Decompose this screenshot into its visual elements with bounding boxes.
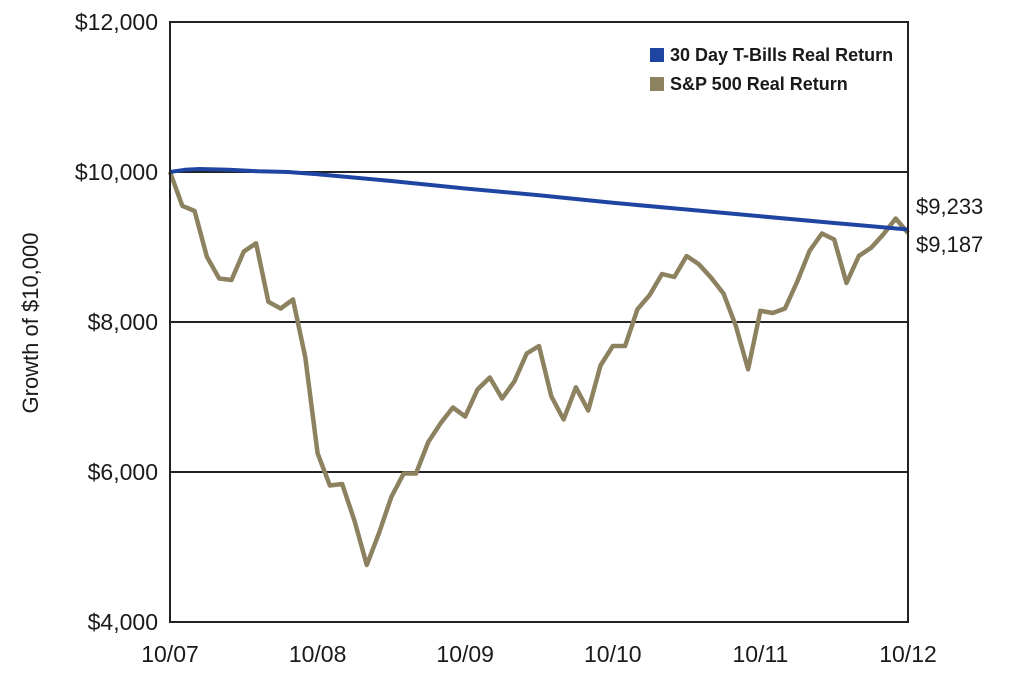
x-tick-label: 10/11: [732, 641, 788, 667]
y-tick-label: $6,000: [88, 459, 158, 485]
tbills-series-line: [169, 167, 909, 232]
legend-label: S&P 500 Real Return: [670, 74, 848, 94]
sp500-series-line: [167, 171, 910, 568]
y-tick-label: $10,000: [75, 159, 158, 185]
y-tick-label: $8,000: [88, 309, 158, 335]
sp500-end-label: $9,187: [916, 232, 983, 257]
end-labels: $9,233 $9,187: [916, 194, 983, 257]
x-tick-label: 10/07: [141, 641, 199, 667]
y-tick-label: $12,000: [75, 9, 158, 35]
x-tick-label: 10/10: [584, 641, 642, 667]
grid-lines: [170, 171, 908, 473]
legend-label: 30 Day T-Bills Real Return: [670, 45, 893, 65]
tbills-end-label: $9,233: [916, 194, 983, 219]
x-axis-ticks: 10/07 10/08 10/09 10/10 10/11 10/12: [141, 641, 937, 667]
x-tick-label: 10/08: [289, 641, 347, 667]
series-lines: [167, 167, 910, 568]
y-tick-label: $4,000: [88, 609, 158, 635]
y-axis-ticks: $12,000 $10,000 $8,000 $6,000 $4,000: [75, 9, 158, 635]
legend-swatch: [650, 77, 664, 91]
x-tick-label: 10/09: [436, 641, 494, 667]
y-axis-label: Growth of $10,000: [18, 232, 43, 413]
legend-swatch: [650, 48, 664, 62]
x-tick-label: 10/12: [879, 641, 937, 667]
plot-frame: [169, 21, 909, 623]
legend: 30 Day T-Bills Real Return S&P 500 Real R…: [650, 45, 893, 94]
